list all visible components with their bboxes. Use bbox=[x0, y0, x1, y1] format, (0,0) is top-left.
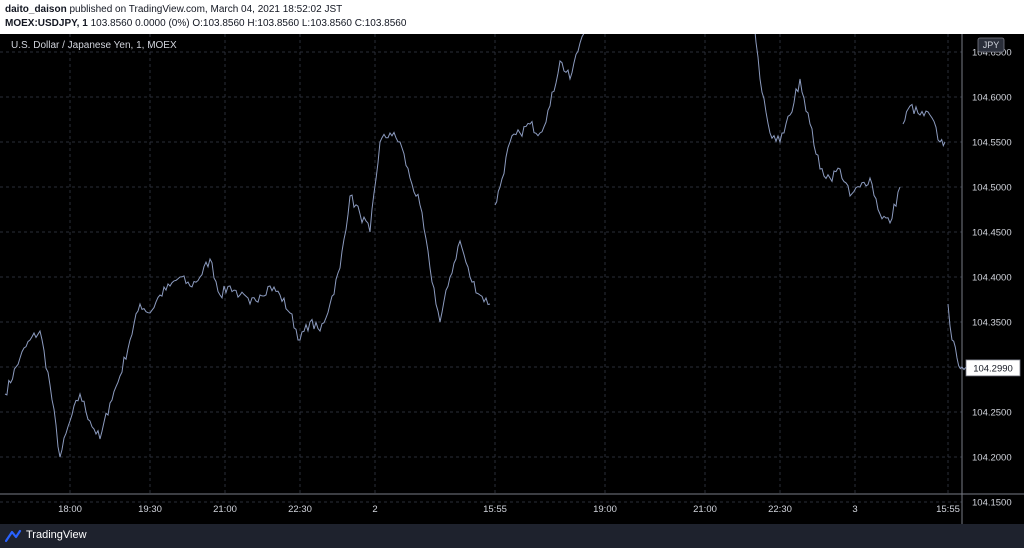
price-chart[interactable]: 104.1500104.2000104.2500104.3000104.3500… bbox=[0, 34, 1024, 524]
tradingview-logo-icon[interactable] bbox=[5, 529, 23, 543]
x-tick-label: 15:55 bbox=[936, 504, 960, 515]
y-tick-label: 104.6000 bbox=[972, 93, 1012, 104]
price-line-segment bbox=[902, 103, 946, 148]
x-tick-label: 21:00 bbox=[213, 504, 237, 515]
publisher-name[interactable]: daito_daison bbox=[5, 4, 67, 15]
x-tick-label: 22:30 bbox=[288, 504, 312, 515]
footer: TradingView bbox=[0, 524, 1024, 548]
currency-badge[interactable] bbox=[977, 37, 1005, 53]
y-tick-label: 104.6500 bbox=[972, 48, 1012, 59]
y-tick-label: 104.2500 bbox=[972, 408, 1012, 419]
x-tick-label: 2 bbox=[372, 504, 377, 515]
y-tick-label: 104.5500 bbox=[972, 138, 1012, 149]
x-tick-label: 19:00 bbox=[593, 504, 617, 515]
tradingview-brand[interactable]: TradingView bbox=[26, 529, 87, 541]
y-tick-label: 104.2000 bbox=[972, 453, 1012, 464]
chart-symbol-title: U.S. Dollar / Japanese Yen, 1, MOEX bbox=[11, 40, 177, 51]
published-text: published on TradingView.com, March 04, … bbox=[69, 4, 343, 15]
price-line-segment bbox=[4, 131, 491, 458]
y-tick-label: 104.1500 bbox=[972, 498, 1012, 509]
price-line-segment bbox=[947, 303, 967, 371]
ohlc-line: MOEX:USDJPY, 1 103.8560 0.0000 (0%) O:10… bbox=[5, 18, 406, 29]
x-tick-label: 18:00 bbox=[58, 504, 82, 515]
chart-header: daito_daison published on TradingView.co… bbox=[0, 0, 1024, 34]
y-tick-label: 104.4500 bbox=[972, 228, 1012, 239]
x-tick-label: 3 bbox=[852, 504, 857, 515]
currency-label: JPY bbox=[983, 40, 1000, 50]
y-tick-label: 104.4000 bbox=[972, 273, 1012, 284]
price-line-segment bbox=[494, 34, 901, 225]
x-tick-label: 21:00 bbox=[693, 504, 717, 515]
last-price-tag bbox=[965, 359, 1021, 377]
chart-plot[interactable]: 104.1500104.2000104.2500104.3000104.3500… bbox=[0, 34, 1024, 524]
publish-info: daito_daison published on TradingView.co… bbox=[5, 4, 342, 15]
symbol-interval: MOEX:USDJPY, 1 bbox=[5, 18, 88, 29]
ohlc-values: 103.8560 0.0000 (0%) O:103.8560 H:103.85… bbox=[90, 18, 407, 29]
y-tick-label: 104.5000 bbox=[972, 183, 1012, 194]
x-tick-label: 15:55 bbox=[483, 504, 507, 515]
x-tick-label: 19:30 bbox=[138, 504, 162, 515]
y-tick-label: 104.3500 bbox=[972, 318, 1012, 329]
last-price-label: 104.2990 bbox=[973, 363, 1013, 374]
x-tick-label: 22:30 bbox=[768, 504, 792, 515]
